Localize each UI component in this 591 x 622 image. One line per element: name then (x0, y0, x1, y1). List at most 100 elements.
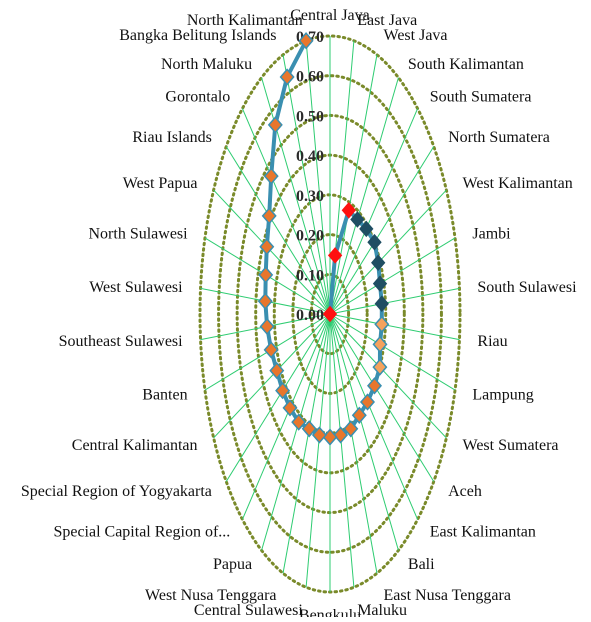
grid-spokes (200, 36, 460, 592)
category-label: Aceh (448, 483, 482, 500)
spoke-line (261, 77, 331, 315)
category-label: Special Capital Region of... (53, 523, 230, 540)
data-point-marker (371, 254, 386, 271)
category-label: Papua (213, 556, 252, 573)
category-label: Bangka Belitung Islands (119, 27, 276, 44)
spoke-line (329, 313, 435, 482)
data-point-marker (343, 420, 359, 438)
category-label: West Kalimantan (463, 175, 573, 192)
data-point-marker (372, 275, 388, 292)
category-label: West Sumatera (463, 437, 559, 454)
spoke-line (329, 313, 456, 391)
data-point-marker (374, 315, 390, 333)
data-point-marker (311, 426, 327, 444)
tick-label: 0.60 (296, 69, 324, 86)
data-point-marker (367, 377, 382, 395)
data-point-marker (261, 207, 277, 225)
tick-label: 0.10 (296, 267, 324, 284)
category-label: West Java (384, 27, 448, 44)
category-label: West Papua (123, 175, 198, 192)
spoke-line (282, 313, 331, 574)
data-point-marker (259, 238, 275, 256)
category-label: Maluku (357, 602, 407, 617)
spoke-line (329, 108, 419, 315)
category-label: South Sumatera (430, 89, 532, 106)
data-point-marker (275, 381, 291, 400)
category-label: Southeast Sulawesi (59, 333, 184, 350)
spoke-line (329, 313, 399, 551)
data-point-marker (301, 420, 317, 438)
data-point-marker (263, 341, 279, 359)
data-markers (257, 32, 390, 446)
category-label: West Sulawesi (89, 279, 183, 296)
data-point-marker (259, 317, 275, 336)
category-label: North Maluku (161, 56, 252, 73)
category-label: South Kalimantan (408, 56, 524, 73)
spoke-line (329, 313, 355, 588)
spoke-line (241, 108, 331, 315)
data-point-marker (350, 211, 365, 228)
spoke-line (282, 54, 331, 315)
data-point-marker (327, 247, 343, 264)
data-point-marker (282, 399, 298, 417)
spoke-line (305, 40, 331, 315)
category-label: Banten (142, 387, 187, 404)
category-label: North Sumatera (448, 129, 550, 146)
category-label: Bali (408, 556, 435, 573)
category-label: Jambi (472, 226, 511, 243)
tick-label: 0.50 (296, 108, 324, 125)
spoke-line (329, 237, 456, 315)
data-point-marker (351, 406, 367, 424)
grid-ring-0.60 (217, 74, 443, 554)
spoke-line (329, 54, 378, 315)
spoke-line (305, 313, 331, 588)
data-point-marker (333, 426, 349, 444)
category-label: East Kalimantan (430, 523, 536, 540)
data-point-marker (279, 68, 295, 86)
category-label: Central Kalimantan (72, 437, 198, 454)
spoke-line (329, 313, 419, 520)
spoke-line (225, 146, 331, 315)
category-label: Lampung (472, 387, 533, 404)
category-label: North Kalimantan (187, 12, 303, 29)
data-point-marker (322, 305, 338, 323)
spoke-line (329, 189, 447, 315)
data-point-marker (267, 116, 283, 134)
data-point-marker (367, 233, 382, 251)
category-label: North Sulawesi (88, 226, 188, 243)
category-label: Special Region of Yogyakarta (21, 483, 212, 500)
category-label: Central Sulawesi (194, 602, 303, 617)
tick-label: 0.00 (296, 307, 324, 324)
category-label: Bengkulu (299, 607, 361, 617)
category-label: Riau (477, 333, 507, 350)
radial-tick-labels: 0.000.100.200.300.400.500.600.70 (296, 29, 324, 324)
spoke-line (261, 313, 331, 551)
data-point-marker (372, 358, 388, 376)
data-point-marker (269, 361, 285, 380)
spoke-line (329, 313, 460, 341)
spoke-line (329, 313, 447, 439)
category-label: Riau Islands (132, 129, 212, 146)
spoke-line (213, 313, 331, 439)
data-point-marker (258, 266, 274, 284)
category-label: East Java (357, 12, 417, 29)
tick-label: 0.20 (296, 228, 324, 245)
spoke-line (329, 77, 399, 315)
spoke-line (213, 189, 331, 315)
category-label: Gorontalo (165, 89, 230, 106)
spoke-line (329, 313, 378, 574)
spoke-line (225, 313, 331, 482)
category-label: Central Java (290, 7, 370, 24)
data-point-marker (263, 167, 279, 185)
spoke-line (329, 287, 460, 315)
spoke-line (329, 146, 435, 315)
tick-label: 0.30 (296, 188, 324, 205)
category-label: South Sulawesi (477, 279, 577, 296)
category-label: West Nusa Tenggara (145, 587, 276, 604)
data-point-marker (257, 292, 273, 310)
data-point-marker (374, 295, 389, 312)
data-point-marker (298, 32, 314, 50)
data-point-marker (360, 393, 375, 411)
